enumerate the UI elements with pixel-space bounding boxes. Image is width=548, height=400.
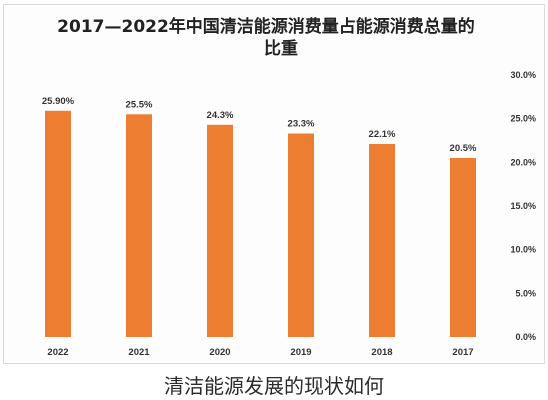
y-tick-label: 5.0% — [515, 288, 536, 298]
y-tick-label: 30.0% — [510, 70, 536, 80]
x-tick-label-2021: 2021 — [128, 347, 150, 358]
caption: 清洁能源发展的现状如何 — [164, 374, 384, 398]
data-label-2021: 25.5% — [126, 99, 153, 110]
x-tick-label-2020: 2020 — [209, 347, 230, 358]
x-tick-label-2018: 2018 — [371, 347, 392, 358]
chart-title-line-2: 比重 — [264, 38, 298, 59]
bar-2020 — [207, 124, 233, 337]
bar-2021 — [126, 114, 152, 337]
data-label-2019: 23.3% — [288, 119, 315, 130]
x-axis: 2022 2021 2020 2019 2018 2017 — [47, 347, 473, 358]
y-tick-label: 15.0% — [510, 201, 536, 211]
x-tick-label-2019: 2019 — [290, 347, 311, 358]
bars-layer — [45, 110, 476, 337]
y-axis: 30.0% 25.0% 20.0% 15.0% 10.0% 5.0% 0.0% — [510, 70, 536, 342]
bar-chart: 2017—2022年中国清洁能源消费量占能源消费总量的 比重 25.90% 25.… — [42, 16, 536, 358]
data-label-2018: 22.1% — [369, 129, 396, 140]
y-tick-label: 25.0% — [510, 114, 536, 124]
x-tick-label-2017: 2017 — [452, 347, 473, 358]
chart-frame: 2017—2022年中国清洁能源消费量占能源消费总量的 比重 25.90% 25.… — [3, 4, 545, 364]
data-label-2022: 25.90% — [42, 96, 75, 107]
bar-2022 — [45, 110, 71, 337]
data-label-2020: 24.3% — [207, 110, 234, 121]
bar-2018 — [369, 143, 395, 337]
bar-2019 — [288, 133, 314, 337]
bar-2017 — [450, 157, 476, 337]
chart-title-line-1: 2017—2022年中国清洁能源消费量占能源消费总量的 — [57, 16, 475, 37]
y-tick-label: 0.0% — [515, 332, 536, 342]
x-tick-label-2022: 2022 — [47, 347, 68, 358]
caption-area — [0, 364, 548, 400]
data-labels-layer: 25.90% 25.5% 24.3% 23.3% 22.1% 20.5% — [42, 96, 477, 154]
data-label-2017: 20.5% — [450, 143, 477, 154]
y-tick-label: 20.0% — [510, 157, 536, 167]
y-tick-label: 10.0% — [510, 245, 536, 255]
